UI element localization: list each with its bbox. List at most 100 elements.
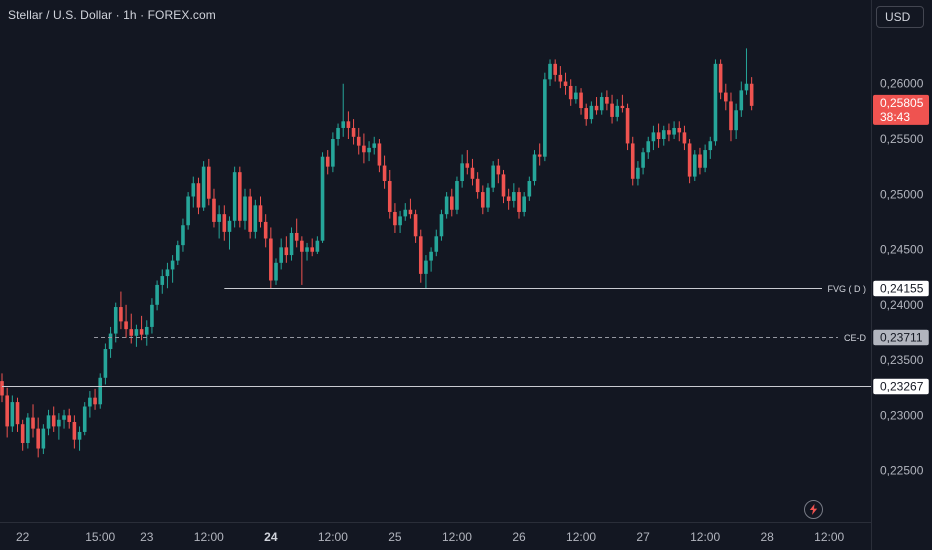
- candle-body: [20, 424, 25, 443]
- candle: [481, 185, 485, 215]
- x-tick-label: 27: [636, 530, 650, 544]
- candle: [124, 304, 128, 338]
- candle-body: [108, 333, 113, 350]
- x-tick-label: 28: [760, 530, 774, 544]
- candle: [382, 155, 387, 189]
- candle: [506, 188, 511, 210]
- candle-body: [36, 428, 40, 449]
- candle-body: [113, 307, 118, 334]
- candle-body: [248, 196, 252, 232]
- candle-body: [320, 156, 325, 241]
- candle-body: [651, 132, 656, 142]
- candle: [729, 92, 733, 142]
- candle: [439, 209, 444, 241]
- y-tick-label: 0,24500: [880, 243, 924, 257]
- currency-button[interactable]: USD: [876, 6, 924, 28]
- candle: [610, 94, 614, 124]
- candle: [98, 373, 103, 409]
- candle-body: [351, 127, 356, 137]
- candle: [212, 188, 216, 228]
- candle: [320, 152, 325, 243]
- candle-body: [289, 232, 294, 256]
- candle: [227, 216, 232, 250]
- candle-body: [387, 181, 392, 212]
- candle: [630, 136, 635, 186]
- candle: [522, 192, 526, 217]
- candle-body: [548, 63, 552, 80]
- candle-body: [646, 141, 651, 153]
- candle: [692, 150, 697, 182]
- candle-body: [119, 307, 123, 322]
- candle: [258, 196, 263, 228]
- candle-body: [501, 174, 506, 197]
- candle-body: [377, 143, 382, 166]
- candle-body: [41, 428, 46, 449]
- candle-body: [584, 108, 589, 120]
- candle: [387, 169, 392, 219]
- candle: [713, 59, 718, 146]
- candle-body: [413, 214, 418, 237]
- candle-body: [636, 167, 640, 179]
- candle-body: [718, 63, 723, 93]
- candle: [274, 258, 278, 285]
- level-line[interactable]: 0,23267: [2, 378, 930, 395]
- candle: [708, 136, 713, 159]
- candle-body: [258, 205, 263, 222]
- candle-body: [77, 431, 82, 440]
- candle-body: [346, 121, 351, 128]
- candle-body: [708, 141, 713, 151]
- candle: [687, 139, 692, 184]
- candle: [103, 343, 108, 385]
- candle-body: [418, 236, 423, 274]
- candle-body: [300, 240, 304, 252]
- candle-body: [698, 154, 702, 168]
- candle-body: [103, 349, 108, 378]
- candle-body: [201, 166, 206, 208]
- candle-body: [98, 377, 103, 405]
- candle-body: [191, 183, 196, 197]
- y-tick-label: 0,24000: [880, 298, 924, 312]
- x-tick-label: 24: [264, 530, 278, 544]
- candle-body: [331, 139, 335, 167]
- candle-body: [139, 329, 144, 335]
- candle-body: [465, 163, 470, 168]
- candle: [88, 391, 92, 418]
- candle: [718, 59, 723, 100]
- candle-body: [279, 247, 283, 263]
- candle: [656, 123, 661, 148]
- y-tick-label: 0,26000: [880, 77, 924, 91]
- candle: [284, 236, 289, 263]
- candle: [155, 280, 159, 311]
- candle-body: [744, 83, 749, 91]
- candle-body: [382, 165, 387, 182]
- candle: [134, 324, 139, 347]
- candle-body: [362, 145, 366, 153]
- candle-body: [532, 154, 537, 182]
- candle-body: [553, 63, 557, 75]
- ce-d-line[interactable]: CE-D 0,23711: [94, 329, 930, 346]
- candle-body: [315, 240, 320, 252]
- candle-body: [522, 196, 526, 212]
- candle: [20, 419, 25, 451]
- candle-body: [93, 397, 97, 405]
- candle: [207, 158, 211, 206]
- current-price: 0,25805: [880, 96, 924, 110]
- line-label: FVG ( D ): [828, 284, 867, 294]
- candle: [346, 111, 351, 140]
- candle-body: [0, 381, 4, 396]
- candle-body: [144, 326, 149, 335]
- candle-body: [703, 150, 707, 168]
- candle-body: [630, 143, 635, 179]
- fvg-d-line[interactable]: FVG ( D ) 0,24155: [224, 280, 930, 297]
- candle: [455, 176, 459, 215]
- bolt-icon[interactable]: [804, 500, 823, 519]
- candle-body: [336, 127, 340, 140]
- candle-body: [486, 187, 490, 208]
- candle: [238, 166, 242, 228]
- x-tick-label: 15:00: [85, 530, 115, 544]
- candle: [408, 198, 413, 219]
- candle-body: [46, 415, 51, 429]
- candle-body: [31, 417, 35, 429]
- candle-body: [310, 247, 314, 252]
